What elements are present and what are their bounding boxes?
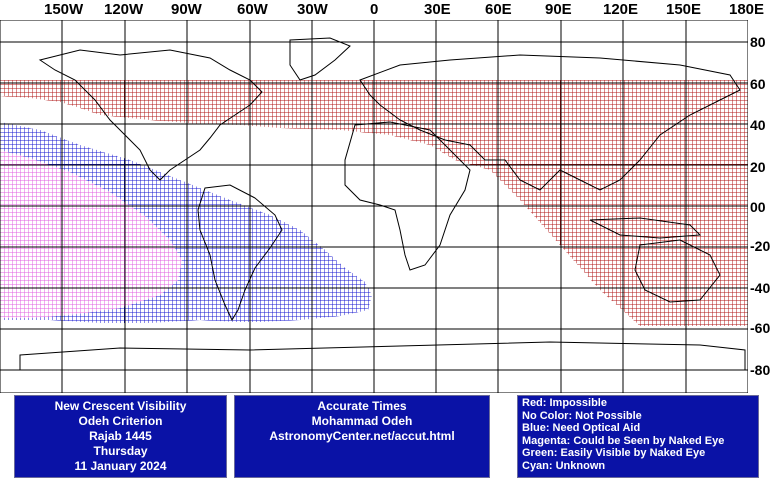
- lon-label: 120W: [104, 1, 144, 18]
- weekday-text: Thursday: [93, 444, 148, 458]
- credits-panel: Accurate Times Mohammad Odeh AstronomyCe…: [234, 395, 490, 478]
- lon-label: 120E: [603, 1, 639, 18]
- website-text: AstronomyCenter.net/accut.html: [269, 429, 455, 443]
- criterion-text: Odeh Criterion: [78, 414, 163, 428]
- legend-item: Blue: Need Optical Aid: [522, 422, 641, 434]
- lat-label: 60: [750, 76, 766, 92]
- credits-title: Accurate Times: [317, 399, 407, 413]
- lat-label: -60: [750, 320, 771, 336]
- lon-label: 150E: [666, 1, 702, 18]
- legend-item: Red: Impossible: [522, 397, 607, 409]
- lat-label: 00: [750, 199, 766, 215]
- lat-label: -40: [750, 280, 771, 296]
- legend-panel: Red: Impossible No Color: Not Possible B…: [517, 395, 759, 478]
- lon-label: 90E: [545, 1, 572, 18]
- lon-label: 180E: [729, 1, 765, 18]
- lon-label: 0: [370, 1, 379, 18]
- grid-lines: [0, 20, 748, 393]
- panel-title: New Crescent Visibility: [54, 399, 187, 413]
- legend-item: No Color: Not Possible: [522, 409, 642, 422]
- lat-label: 80: [750, 34, 766, 50]
- lon-label: 30E: [424, 1, 451, 18]
- lon-label: 60E: [485, 1, 512, 18]
- date-text: 11 January 2024: [74, 459, 167, 473]
- australia: [634, 239, 721, 303]
- lat-label: -20: [750, 238, 771, 254]
- legend-item: Cyan: Unknown: [522, 459, 606, 472]
- world-map: [0, 20, 748, 393]
- legend-item: Magenta: Could be Seen by Naked Eye: [522, 434, 725, 447]
- lon-label: 150W: [44, 1, 84, 18]
- lat-label: 40: [750, 117, 766, 133]
- lon-label: 30W: [297, 1, 328, 18]
- lon-label: 60W: [237, 1, 268, 18]
- crescent-info-panel: New Crescent Visibility Odeh Criterion R…: [14, 395, 227, 478]
- indonesia: [589, 217, 702, 239]
- lon-label: 90W: [171, 1, 202, 18]
- naked-eye-region: [0, 150, 182, 318]
- greenland: [289, 37, 351, 81]
- africa: [344, 121, 471, 271]
- north-america: [38, 49, 263, 181]
- author-text: Mohammad Odeh: [311, 414, 413, 428]
- legend-item: Green: Easily Visible by Naked Eye: [522, 447, 706, 459]
- lat-label: 20: [750, 159, 766, 175]
- hijri-month-text: Rajab 1445: [89, 429, 152, 443]
- lat-label: -80: [750, 362, 771, 378]
- eurasia: [359, 54, 741, 191]
